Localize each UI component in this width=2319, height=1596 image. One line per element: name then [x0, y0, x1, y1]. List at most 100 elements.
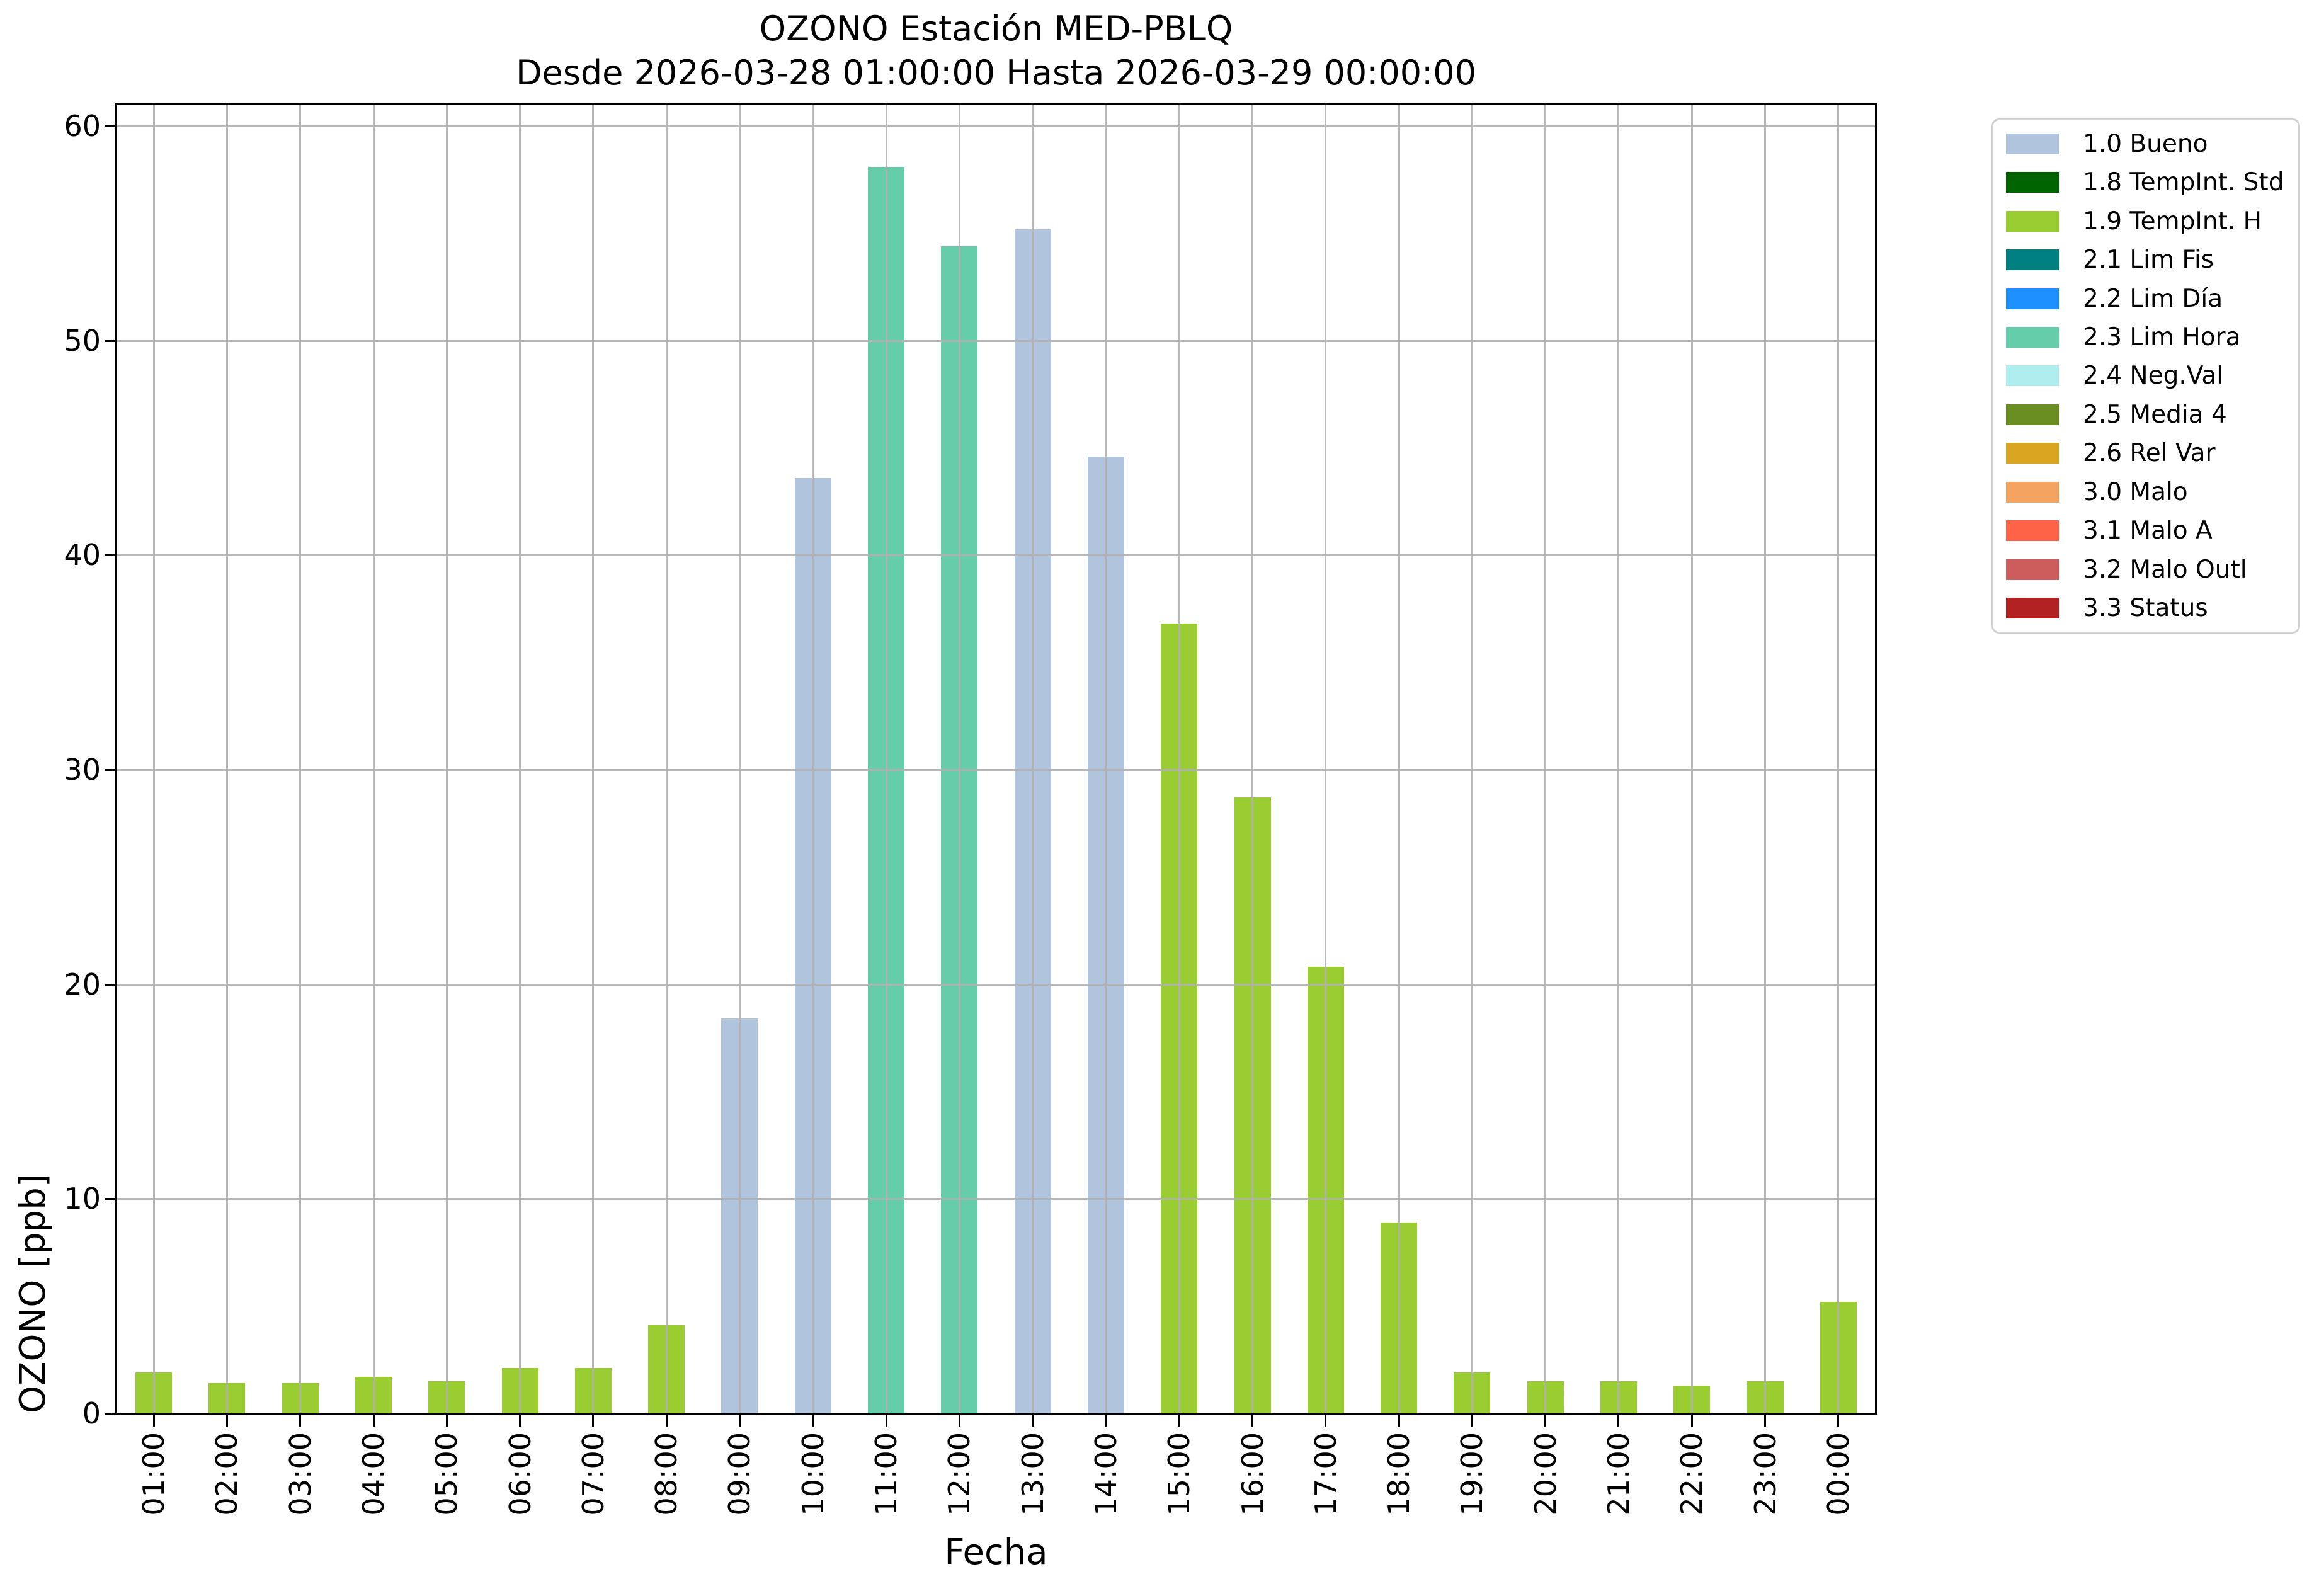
y-tick-label: 30 — [64, 753, 101, 787]
x-tick-label: 09:00 — [722, 1432, 756, 1516]
x-tick-mark — [373, 1415, 375, 1427]
x-tick-mark — [1691, 1415, 1693, 1427]
legend-swatch — [2006, 133, 2059, 154]
x-tick-mark — [153, 1415, 155, 1427]
vertical-gridline — [519, 105, 521, 1413]
vertical-gridline — [1178, 105, 1180, 1413]
y-tick-label: 20 — [64, 967, 101, 1001]
x-tick-label: 14:00 — [1089, 1432, 1123, 1516]
vertical-gridline — [153, 105, 155, 1413]
x-tick-label: 17:00 — [1309, 1432, 1343, 1516]
legend: 1.0 Bueno 1.8 TempInt. Std 1.9 TempInt. H 2… — [1991, 118, 2300, 634]
legend-label: 2.4 Neg.Val — [2083, 362, 2224, 390]
vertical-gridline — [1251, 105, 1253, 1413]
legend-swatch — [2006, 481, 2059, 503]
vertical-gridline — [446, 105, 448, 1413]
horizontal-gridline — [117, 554, 1875, 556]
x-tick-label: 02:00 — [210, 1432, 244, 1516]
horizontal-gridline — [117, 1197, 1875, 1200]
x-tick-mark — [812, 1415, 814, 1427]
legend-item-2.3-lim-hora: 2.3 Lim Hora — [2006, 319, 2298, 356]
y-tick-label: 40 — [64, 538, 101, 572]
x-tick-mark — [666, 1415, 668, 1427]
legend-label: 3.3 Status — [2083, 593, 2208, 622]
x-tick-label: 11:00 — [869, 1432, 903, 1516]
y-tick-label: 50 — [64, 324, 101, 358]
legend-label: 3.2 Malo Outl — [2083, 555, 2247, 584]
legend-swatch — [2006, 172, 2059, 193]
horizontal-gridline — [117, 339, 1875, 342]
legend-swatch — [2006, 404, 2059, 425]
vertical-gridline — [1544, 105, 1546, 1413]
y-tick-mark — [105, 125, 117, 127]
y-tick-mark — [105, 1412, 117, 1415]
x-tick-label: 16:00 — [1236, 1432, 1270, 1516]
x-tick-label: 03:00 — [283, 1432, 317, 1516]
vertical-gridline — [1837, 105, 1839, 1413]
vertical-gridline — [1764, 105, 1766, 1413]
y-tick-mark — [105, 554, 117, 556]
legend-swatch — [2006, 249, 2059, 271]
legend-swatch — [2006, 288, 2059, 309]
legend-swatch — [2006, 443, 2059, 464]
vertical-gridline — [1471, 105, 1473, 1413]
x-tick-mark — [1544, 1415, 1546, 1427]
x-tick-mark — [592, 1415, 594, 1427]
legend-item-2.1-lim-fis: 2.1 Lim Fis — [2006, 241, 2298, 279]
vertical-gridline — [1032, 105, 1034, 1413]
legend-item-2.4-neg.val: 2.4 Neg.Val — [2006, 357, 2298, 395]
legend-item-3.0-malo: 3.0 Malo — [2006, 473, 2298, 511]
legend-item-3.1-malo-a: 3.1 Malo A — [2006, 512, 2298, 550]
vertical-gridline — [666, 105, 668, 1413]
x-tick-label: 10:00 — [796, 1432, 830, 1516]
x-tick-label: 07:00 — [576, 1432, 610, 1516]
vertical-gridline — [739, 105, 741, 1413]
y-tick-label: 0 — [82, 1396, 101, 1430]
legend-label: 2.2 Lim Día — [2083, 284, 2223, 313]
x-tick-label: 12:00 — [942, 1432, 976, 1516]
vertical-gridline — [1325, 105, 1326, 1413]
vertical-gridline — [226, 105, 228, 1413]
x-tick-mark — [1764, 1415, 1766, 1427]
legend-item-1.0-bueno: 1.0 Bueno — [2006, 125, 2298, 162]
vertical-gridline — [812, 105, 814, 1413]
y-tick-mark — [105, 339, 117, 342]
y-tick-label: 60 — [64, 109, 101, 143]
x-tick-label: 18:00 — [1382, 1432, 1416, 1516]
legend-label: 2.6 Rel Var — [2083, 439, 2216, 468]
legend-swatch — [2006, 520, 2059, 542]
legend-swatch — [2006, 597, 2059, 618]
x-tick-mark — [1032, 1415, 1034, 1427]
vertical-gridline — [886, 105, 887, 1413]
legend-label: 3.1 Malo A — [2083, 516, 2213, 545]
x-tick-label: 15:00 — [1162, 1432, 1196, 1516]
vertical-gridline — [1691, 105, 1693, 1413]
x-tick-mark — [299, 1415, 301, 1427]
legend-item-2.6-rel-var: 2.6 Rel Var — [2006, 435, 2298, 472]
x-tick-mark — [1105, 1415, 1107, 1427]
x-tick-mark — [519, 1415, 521, 1427]
vertical-gridline — [373, 105, 375, 1413]
chart-subtitle: Desde 2026-03-28 01:00:00 Hasta 2026-03-… — [515, 53, 1477, 93]
x-tick-mark — [1471, 1415, 1473, 1427]
x-tick-mark — [1398, 1415, 1400, 1427]
x-tick-label: 00:00 — [1821, 1432, 1855, 1516]
x-tick-label: 05:00 — [430, 1432, 464, 1516]
vertical-gridline — [592, 105, 594, 1413]
horizontal-gridline — [117, 768, 1875, 771]
legend-item-3.2-malo-outl: 3.2 Malo Outl — [2006, 550, 2298, 588]
x-tick-label: 08:00 — [649, 1432, 683, 1516]
horizontal-gridline — [117, 125, 1875, 127]
y-tick-mark — [105, 768, 117, 771]
x-tick-label: 06:00 — [503, 1432, 537, 1516]
y-tick-label: 10 — [64, 1182, 101, 1216]
legend-swatch — [2006, 210, 2059, 232]
legend-swatch — [2006, 327, 2059, 348]
x-tick-mark — [1325, 1415, 1326, 1427]
vertical-gridline — [1105, 105, 1107, 1413]
legend-item-3.3-status: 3.3 Status — [2006, 589, 2298, 627]
legend-label: 2.3 Lim Hora — [2083, 323, 2241, 352]
x-tick-mark — [446, 1415, 448, 1427]
vertical-gridline — [959, 105, 960, 1413]
